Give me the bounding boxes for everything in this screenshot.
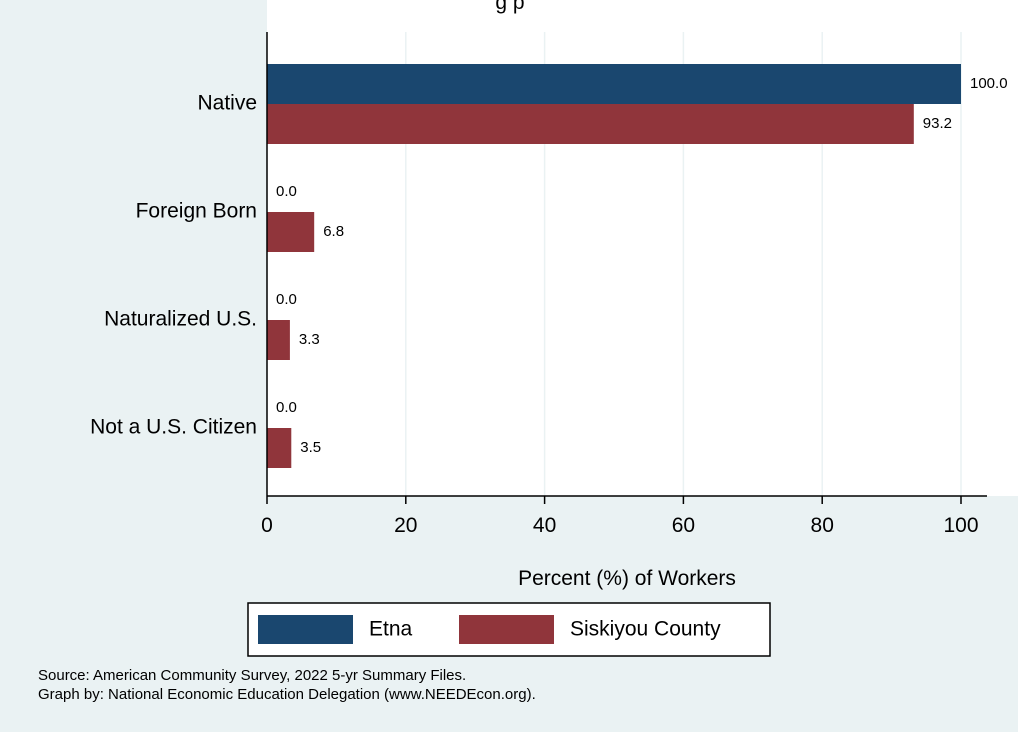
category-label: Foreign Born: [136, 200, 257, 223]
legend-swatch: [459, 615, 554, 644]
bar: [267, 428, 292, 468]
bar: [267, 320, 290, 360]
chart-title: g p: [495, 0, 524, 14]
bar-value-label: 3.3: [299, 331, 320, 348]
source-note: Source: American Community Survey, 2022 …: [38, 667, 466, 684]
bar-value-labels: 100.0 93.2 0.0 6.8 0.0 3.3 0.0 3.5: [276, 75, 1008, 456]
x-axis-ticks: 0 20 40 60 80 100: [261, 496, 979, 537]
x-tick-label: 60: [672, 514, 695, 537]
category-labels: Native Foreign Born Naturalized U.S. Not a …: [90, 92, 257, 439]
bar-value-label: 0.0: [276, 399, 297, 416]
bar-value-label: 3.5: [300, 439, 321, 456]
category-label: Native: [197, 92, 257, 115]
legend: Etna Siskiyou County: [247, 602, 771, 657]
x-tick-label: 20: [394, 514, 417, 537]
bar-value-label: 93.2: [923, 115, 952, 132]
legend-label: Etna: [369, 618, 413, 641]
bar-value-label: 0.0: [276, 291, 297, 308]
category-label: Naturalized U.S.: [104, 308, 257, 331]
legend-label: Siskiyou County: [570, 618, 721, 641]
bar-value-label: 6.8: [323, 223, 344, 240]
bar: [267, 104, 914, 144]
x-axis-label: Percent (%) of Workers: [518, 567, 736, 590]
bar-value-label: 100.0: [970, 75, 1008, 92]
category-label: Not a U.S. Citizen: [90, 416, 257, 439]
x-tick-label: 80: [811, 514, 834, 537]
bar-value-label: 0.0: [276, 183, 297, 200]
bars: [267, 64, 961, 468]
x-tick-label: 100: [943, 514, 978, 537]
bar: [267, 64, 961, 104]
x-tick-label: 0: [261, 514, 273, 537]
bar: [267, 212, 315, 252]
legend-swatch: [258, 615, 353, 644]
x-tick-label: 40: [533, 514, 556, 537]
credit-note: Graph by: National Economic Education De…: [38, 686, 536, 703]
